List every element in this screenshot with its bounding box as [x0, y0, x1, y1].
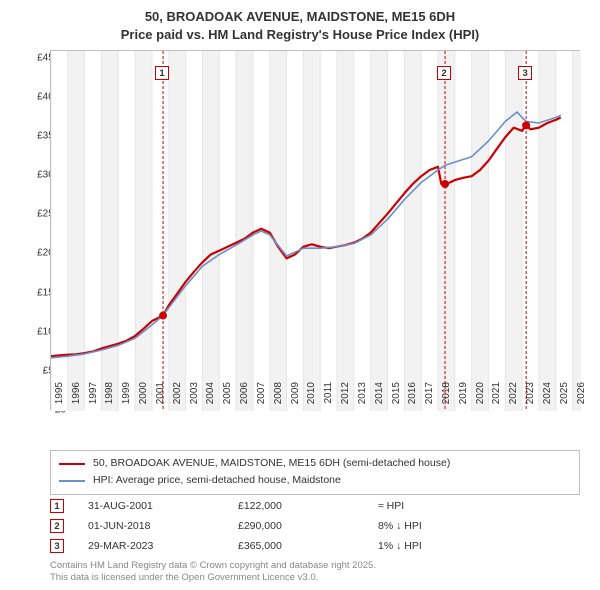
sale-marker-box: 2 — [437, 66, 451, 80]
sale-price: £122,000 — [238, 500, 378, 512]
sales-table: 1 31-AUG-2001£122,000≈ HPI 2 01-JUN-2018£29… — [50, 496, 580, 556]
x-tick-label: 2012 — [340, 382, 351, 414]
sale-row: 1 31-AUG-2001£122,000≈ HPI — [50, 496, 580, 516]
x-tick-label: 2001 — [155, 382, 166, 414]
chart-plot-area: 1 2 3 — [50, 50, 580, 410]
title-line-2: Price paid vs. HM Land Registry's House … — [0, 26, 600, 44]
sale-delta: ≈ HPI — [378, 500, 498, 512]
sale-date: 01-JUN-2018 — [88, 520, 238, 532]
x-tick-label: 2021 — [491, 382, 502, 414]
sale-date: 31-AUG-2001 — [88, 500, 238, 512]
legend: 50, BROADOAK AVENUE, MAIDSTONE, ME15 6DH… — [50, 450, 580, 495]
x-tick-label: 2015 — [391, 382, 402, 414]
x-tick-label: 2010 — [306, 382, 317, 414]
x-tick-label: 2004 — [205, 382, 216, 414]
sale-badge: 3 — [50, 539, 64, 553]
x-tick-label: 1995 — [54, 382, 65, 414]
legend-label-property: 50, BROADOAK AVENUE, MAIDSTONE, ME15 6DH… — [93, 456, 450, 472]
x-tick-label: 2011 — [323, 382, 334, 414]
sale-date: 29-MAR-2023 — [88, 540, 238, 552]
x-tick-label: 1997 — [88, 382, 99, 414]
figure-container: 50, BROADOAK AVENUE, MAIDSTONE, ME15 6DH… — [0, 0, 600, 590]
footer-line-1: Contains HM Land Registry data © Crown c… — [50, 560, 580, 572]
x-tick-label: 2006 — [239, 382, 250, 414]
sale-delta: 1% ↓ HPI — [378, 540, 498, 552]
legend-swatch-hpi — [59, 480, 85, 482]
x-tick-label: 2008 — [273, 382, 284, 414]
sale-badge: 2 — [50, 519, 64, 533]
x-tick-label: 2022 — [508, 382, 519, 414]
x-tick-label: 2020 — [475, 382, 486, 414]
x-tick-label: 2002 — [172, 382, 183, 414]
title-line-1: 50, BROADOAK AVENUE, MAIDSTONE, ME15 6DH — [0, 8, 600, 26]
x-tick-label: 2023 — [525, 382, 536, 414]
chart-svg — [51, 51, 581, 411]
title-block: 50, BROADOAK AVENUE, MAIDSTONE, ME15 6DH… — [0, 0, 600, 47]
x-tick-label: 2016 — [407, 382, 418, 414]
x-tick-label: 2005 — [222, 382, 233, 414]
attribution-footer: Contains HM Land Registry data © Crown c… — [50, 560, 580, 585]
legend-label-hpi: HPI: Average price, semi-detached house,… — [93, 473, 341, 489]
x-tick-label: 1996 — [71, 382, 82, 414]
sale-price: £365,000 — [238, 540, 378, 552]
x-tick-label: 2003 — [189, 382, 200, 414]
legend-row-property: 50, BROADOAK AVENUE, MAIDSTONE, ME15 6DH… — [59, 456, 571, 472]
x-tick-label: 2025 — [559, 382, 570, 414]
x-tick-label: 2024 — [542, 382, 553, 414]
x-tick-label: 2014 — [374, 382, 385, 414]
x-tick-label: 1998 — [104, 382, 115, 414]
x-tick-label: 2017 — [424, 382, 435, 414]
sale-badge: 1 — [50, 499, 64, 513]
x-tick-label: 2009 — [290, 382, 301, 414]
sale-marker-box: 3 — [518, 66, 532, 80]
x-tick-label: 2018 — [441, 382, 452, 414]
sale-delta: 8% ↓ HPI — [378, 520, 498, 532]
x-tick-label: 2000 — [138, 382, 149, 414]
footer-line-2: This data is licensed under the Open Gov… — [50, 572, 580, 584]
x-tick-label: 2013 — [357, 382, 368, 414]
legend-row-hpi: HPI: Average price, semi-detached house,… — [59, 473, 571, 489]
sale-row: 2 01-JUN-2018£290,0008% ↓ HPI — [50, 516, 580, 536]
x-tick-label: 2019 — [458, 382, 469, 414]
legend-swatch-property — [59, 463, 85, 465]
x-tick-label: 1999 — [121, 382, 132, 414]
sale-marker-box: 1 — [155, 66, 169, 80]
x-tick-label: 2026 — [576, 382, 587, 414]
sale-price: £290,000 — [238, 520, 378, 532]
x-tick-label: 2007 — [256, 382, 267, 414]
sale-row: 3 29-MAR-2023£365,0001% ↓ HPI — [50, 536, 580, 556]
